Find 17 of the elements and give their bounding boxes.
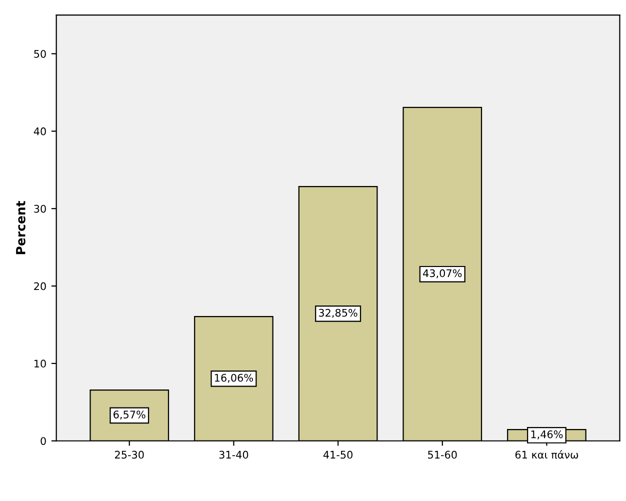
- y-tick-label: 50: [34, 50, 46, 58]
- x-tick-label: 25-30: [115, 450, 144, 459]
- x-tick-label: 61 και πάνω: [515, 450, 578, 459]
- y-tick-label: 10: [34, 360, 46, 368]
- data-label: 6,57%: [114, 410, 146, 420]
- y-axis-title: Percent: [16, 200, 26, 254]
- data-label: 1,46%: [531, 430, 563, 440]
- x-tick-label: 41-50: [323, 450, 352, 459]
- data-label: 32,85%: [318, 308, 358, 318]
- y-tick-label: 20: [34, 282, 46, 290]
- x-tick-label: 51-60: [428, 450, 457, 459]
- data-label: 43,07%: [423, 269, 462, 278]
- y-tick-label: 0: [40, 437, 46, 445]
- data-label: 16,06%: [214, 374, 253, 383]
- y-tick-label: 40: [34, 127, 46, 136]
- y-tick-label: 30: [34, 204, 46, 213]
- x-tick-label: 31-40: [219, 450, 248, 459]
